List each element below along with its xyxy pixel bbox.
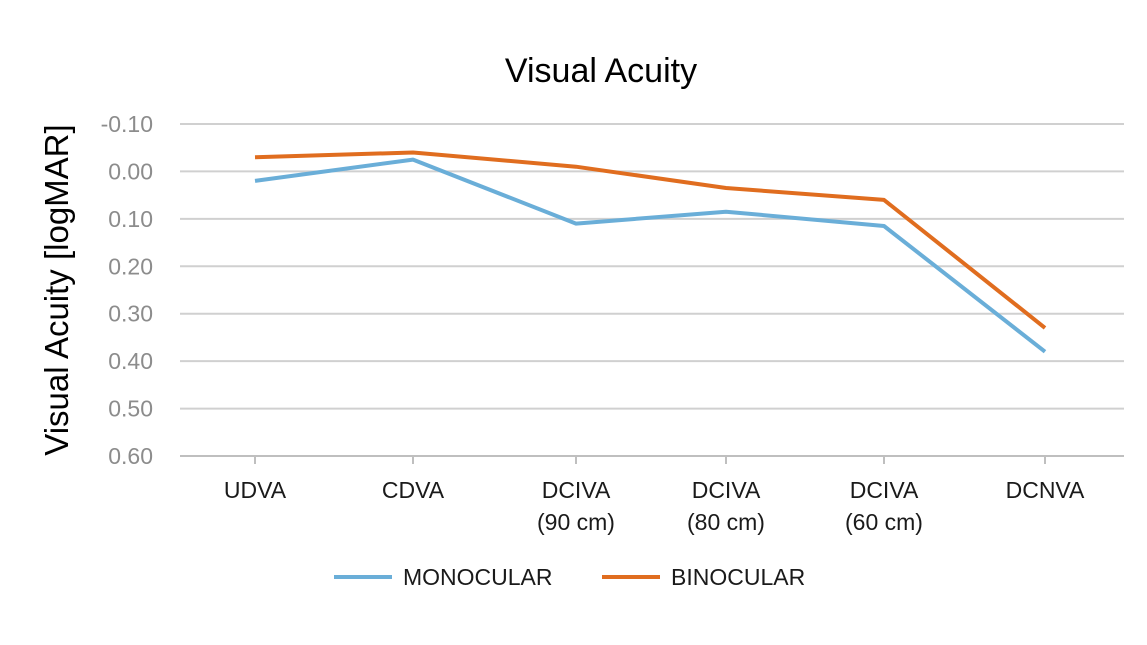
x-tick-label-line: (60 cm) (845, 509, 923, 535)
x-tick-label-line: (90 cm) (537, 509, 615, 535)
x-tick-label: DCNVA (1006, 477, 1085, 503)
x-axis-ticks: UDVA CDVA DCIVA (90 cm) DCIVA (80 cm) DCIVA (60… (224, 456, 1085, 535)
series-line-monocular (254, 157, 1047, 354)
series-lines (254, 150, 1047, 354)
x-tick-label: CDVA (382, 477, 445, 503)
legend-label-binocular: BINOCULAR (671, 564, 805, 590)
x-tick-label-line: DCIVA (542, 477, 611, 503)
y-tick-label: 0.30 (108, 301, 153, 327)
y-tick-label: -0.10 (101, 111, 153, 137)
y-tick-label: 0.00 (108, 158, 153, 184)
x-tick-label: DCIVA (80 cm) (687, 477, 765, 535)
x-tick-label-line: DCIVA (850, 477, 919, 503)
x-tick-label-line: CDVA (382, 477, 445, 503)
y-axis-ticks: -0.10 0.00 0.10 0.20 0.30 0.40 0.50 0.60 (101, 111, 153, 469)
x-tick-label-line: DCIVA (692, 477, 761, 503)
y-tick-label: 0.10 (108, 206, 153, 232)
x-tick-label-line: DCNVA (1006, 477, 1085, 503)
chart-title: Visual Acuity (505, 52, 697, 90)
y-tick-label: 0.40 (108, 348, 153, 374)
x-tick-label: UDVA (224, 477, 287, 503)
legend: MONOCULAR BINOCULAR (334, 564, 805, 590)
x-tick-label: DCIVA (60 cm) (845, 477, 923, 535)
y-tick-label: 0.20 (108, 253, 153, 279)
y-axis-title: Visual Acuity [logMAR] (38, 124, 75, 455)
x-tick-label: DCIVA (90 cm) (537, 477, 615, 535)
x-tick-label-line: UDVA (224, 477, 287, 503)
x-tick-label-line: (80 cm) (687, 509, 765, 535)
y-tick-label: 0.50 (108, 396, 153, 422)
legend-label-monocular: MONOCULAR (403, 564, 553, 590)
series-line-binocular (254, 150, 1047, 330)
y-tick-label: 0.60 (108, 443, 153, 469)
